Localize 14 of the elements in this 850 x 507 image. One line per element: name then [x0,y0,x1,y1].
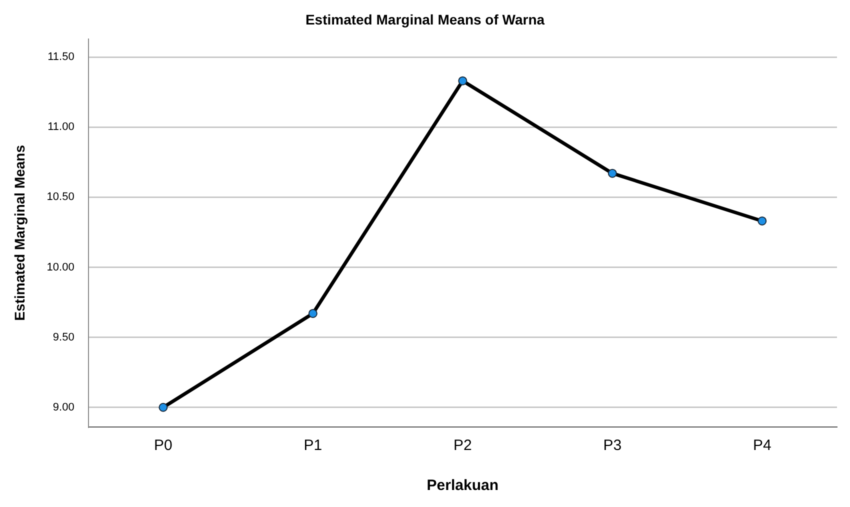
x-tick-label: P1 [304,437,322,454]
y-tick-label: 9.50 [52,331,74,344]
chart-title: Estimated Marginal Means of Warna [305,11,545,28]
y-tick-label: 10.50 [46,191,74,204]
x-tick-label: P4 [752,437,772,454]
y-axis-title: Estimated Marginal Means [11,144,28,321]
x-tick-label: P3 [603,437,622,454]
y-tick-label: 11.50 [48,51,74,64]
x-tick-label: P2 [453,437,472,454]
y-tick-label: 11.00 [48,121,74,134]
x-tick-label: P0 [154,437,172,454]
y-tick-label: 9.00 [52,401,74,414]
y-tick-label: 10.00 [46,261,74,274]
x-axis-title: Perlakuan [426,477,499,494]
